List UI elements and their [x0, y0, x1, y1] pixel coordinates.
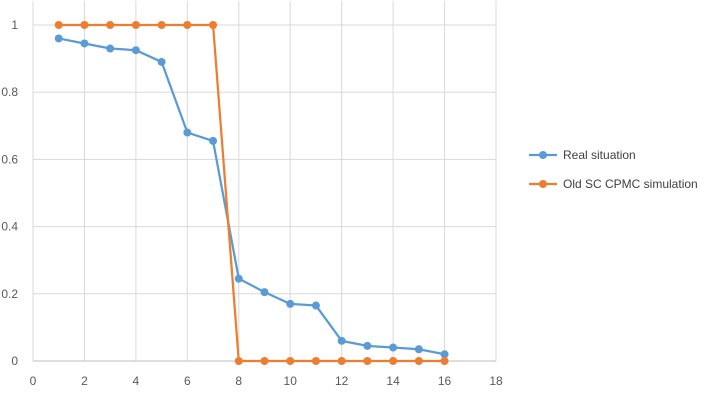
- legend-label: Real situation: [563, 148, 636, 162]
- series-1: [54, 21, 449, 365]
- data-point: [286, 299, 295, 308]
- data-point: [209, 136, 218, 145]
- y-tick-label: 1: [11, 18, 18, 32]
- x-tick-label: 12: [335, 374, 349, 388]
- horizontal-gridlines: [33, 24, 496, 295]
- data-point: [234, 357, 243, 365]
- legend-label: Old SC CPMC simulation: [563, 177, 698, 191]
- data-point: [183, 128, 192, 137]
- data-point: [440, 350, 449, 359]
- x-tick-label: 6: [184, 374, 191, 388]
- data-point: [106, 44, 115, 53]
- x-tick-label: 8: [235, 374, 242, 388]
- y-tick-label: 0.4: [1, 220, 18, 234]
- series-layer: [54, 21, 449, 365]
- data-point: [54, 21, 63, 29]
- data-point: [363, 341, 372, 350]
- data-point: [209, 21, 218, 29]
- legend-swatch-marker: [539, 180, 547, 188]
- x-tick-label: 14: [386, 374, 400, 388]
- x-tick-label: 4: [133, 374, 140, 388]
- data-point: [80, 21, 89, 29]
- x-axis-tick-labels: 0 2 4 6 8 10 12 14 16 18: [30, 374, 503, 388]
- data-point: [260, 288, 269, 297]
- data-point: [131, 21, 140, 29]
- data-point: [414, 357, 423, 365]
- y-tick-label: 0.6: [1, 152, 18, 166]
- data-point: [286, 357, 295, 365]
- y-axis-tick-labels: 0 0.2 0.4 0.6 0.8 1: [1, 18, 18, 368]
- data-point: [106, 21, 115, 29]
- legend-item: Old SC CPMC simulation: [529, 177, 698, 191]
- data-point: [389, 343, 398, 352]
- data-point: [414, 345, 423, 354]
- data-point: [234, 274, 243, 283]
- data-point: [337, 357, 346, 365]
- data-point: [440, 357, 449, 365]
- data-point: [337, 336, 346, 345]
- x-tick-label: 18: [489, 374, 503, 388]
- legend: Real situation Old SC CPMC simulation: [529, 148, 698, 191]
- data-point: [311, 301, 320, 310]
- y-tick-label: 0.2: [1, 287, 18, 301]
- data-point: [157, 21, 166, 29]
- legend-swatch-marker: [539, 151, 547, 159]
- data-point: [80, 39, 89, 48]
- series-0: [54, 34, 449, 359]
- data-point: [311, 357, 320, 365]
- y-tick-label: 0.8: [1, 85, 18, 99]
- data-point: [54, 34, 63, 43]
- data-point: [389, 357, 398, 365]
- series-line: [58, 37, 445, 356]
- x-tick-label: 16: [438, 374, 452, 388]
- data-point: [183, 21, 192, 29]
- data-point: [363, 357, 372, 365]
- data-point: [131, 46, 140, 55]
- x-tick-label: 10: [284, 374, 298, 388]
- vertical-gridlines: [32, 1, 497, 361]
- x-tick-label: 0: [30, 374, 37, 388]
- data-point: [157, 57, 166, 66]
- y-tick-label: 0: [11, 354, 18, 368]
- data-point: [260, 357, 269, 365]
- series-line: [58, 23, 445, 363]
- x-tick-label: 2: [81, 374, 88, 388]
- legend-item: Real situation: [529, 148, 636, 162]
